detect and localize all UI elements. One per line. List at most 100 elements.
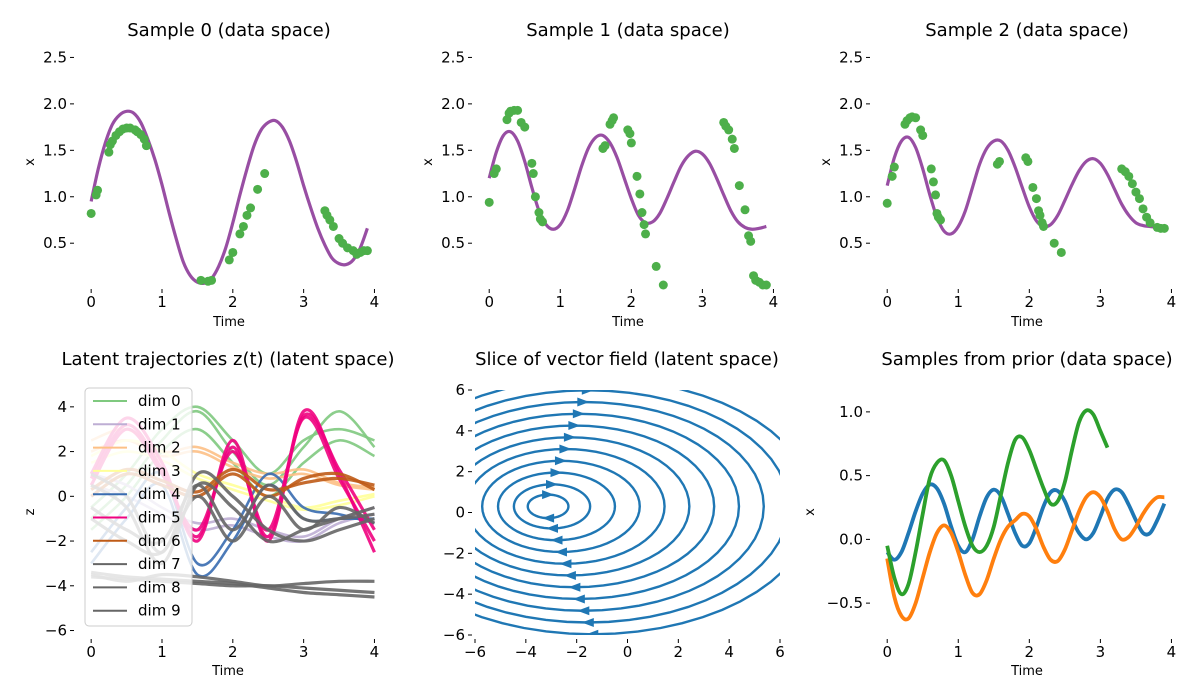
x-tick-label: 3 bbox=[299, 643, 309, 661]
y-tick-label: 2 bbox=[57, 443, 67, 461]
observation-point bbox=[600, 141, 610, 151]
legend-label: dim 6 bbox=[138, 532, 181, 550]
streamline bbox=[496, 471, 617, 542]
y-axis-label: x bbox=[803, 508, 818, 516]
x-axis-label: Time bbox=[211, 664, 244, 679]
observation-point bbox=[724, 125, 734, 135]
streamline bbox=[475, 400, 765, 612]
y-axis-label: x bbox=[819, 158, 834, 166]
streamline bbox=[480, 459, 641, 554]
streamline bbox=[526, 493, 570, 520]
y-axis-label: z bbox=[23, 508, 38, 515]
y-axis-label: x bbox=[23, 158, 38, 166]
observation-point bbox=[1138, 204, 1148, 214]
prior-sample-line bbox=[885, 408, 1110, 597]
y-tick-label: 1.5 bbox=[839, 141, 863, 159]
observation-point bbox=[761, 280, 771, 290]
legend-label: dim 9 bbox=[138, 602, 181, 620]
streamline-arrow bbox=[542, 490, 555, 500]
observation-point bbox=[651, 261, 661, 271]
observation-point bbox=[637, 208, 647, 218]
y-tick-label: 1.0 bbox=[43, 188, 67, 206]
observation-point bbox=[994, 156, 1004, 166]
observation-point bbox=[889, 162, 899, 172]
observation-point bbox=[931, 190, 941, 200]
y-tick-label: 4 bbox=[57, 398, 67, 416]
panel-latent-trajectories: Latent trajectories z(t) (latent space) … bbox=[23, 349, 394, 679]
panel-sample-0: Sample 0 (data space) Time x bbox=[23, 20, 331, 330]
observation-point bbox=[253, 184, 263, 194]
x-tick-label: 0 bbox=[882, 293, 892, 311]
x-tick-label: 4 bbox=[370, 293, 380, 311]
x-tick-label: 2 bbox=[228, 293, 238, 311]
y-tick-label: 1.0 bbox=[839, 188, 863, 206]
observation-point bbox=[527, 158, 537, 168]
y-tick-label: 2 bbox=[455, 463, 465, 481]
observation-point bbox=[86, 208, 96, 218]
y-tick-label: 6 bbox=[455, 381, 465, 399]
observation-point bbox=[936, 215, 946, 225]
y-tick-label: 0 bbox=[455, 504, 465, 522]
panel-title: Latent trajectories z(t) (latent space) bbox=[62, 349, 395, 370]
streamline-arrow bbox=[577, 397, 590, 407]
observation-point bbox=[362, 246, 372, 256]
model-trajectory-line bbox=[885, 135, 1165, 236]
y-tick-label: 2.0 bbox=[441, 95, 465, 113]
observation-point bbox=[530, 192, 540, 202]
legend-label: dim 2 bbox=[138, 439, 181, 457]
x-axis-label: Time bbox=[1010, 315, 1043, 330]
x-axis-label: Time bbox=[611, 315, 644, 330]
observation-point bbox=[328, 221, 338, 231]
x-tick-label: 0 bbox=[882, 643, 892, 661]
observation-point bbox=[228, 247, 238, 257]
observation-point bbox=[1031, 194, 1041, 204]
y-tick-label: 2.5 bbox=[839, 48, 863, 66]
observation-point bbox=[1159, 223, 1169, 233]
streamline-arrow bbox=[559, 444, 572, 454]
y-tick-label: 0.5 bbox=[839, 234, 863, 252]
streamlines bbox=[475, 390, 780, 635]
x-tick-label: 4 bbox=[724, 643, 734, 661]
streamline-arrow bbox=[542, 513, 555, 523]
x-tick-label: 2 bbox=[627, 293, 637, 311]
y-tick-label: 0 bbox=[57, 487, 67, 505]
observation-point bbox=[911, 113, 921, 123]
observation-point bbox=[491, 164, 501, 174]
x-tick-label: 4 bbox=[370, 643, 380, 661]
observation-point bbox=[104, 147, 114, 157]
y-tick-label: 1.0 bbox=[839, 403, 863, 421]
panel-title: Sample 2 (data space) bbox=[925, 20, 1129, 41]
panel-title: Samples from prior (data space) bbox=[881, 349, 1172, 370]
x-tick-label: 2 bbox=[228, 643, 238, 661]
observation-point bbox=[727, 134, 737, 144]
streamline-arrow bbox=[586, 629, 599, 635]
panel-title: Sample 0 (data space) bbox=[127, 20, 331, 41]
observation-point bbox=[632, 171, 642, 181]
plot-area: 0 1 2 3 4 −0.5 0.0 0.5 1.0 bbox=[827, 403, 1177, 661]
panel-sample-2: Sample 2 (data space) Time x bbox=[819, 20, 1129, 330]
observation-point bbox=[1134, 194, 1144, 204]
panel-vector-field: Slice of vector field (latent space) bbox=[475, 349, 779, 370]
observation-point bbox=[246, 203, 256, 213]
panel-title: Sample 1 (data space) bbox=[526, 20, 730, 41]
legend-label: dim 4 bbox=[138, 485, 181, 503]
y-tick-label: 1.0 bbox=[441, 188, 465, 206]
observation-point bbox=[641, 229, 651, 239]
observation-point bbox=[1039, 221, 1049, 231]
streamline-arrow bbox=[572, 409, 585, 419]
observation-point bbox=[1049, 238, 1059, 248]
y-tick-label: −6 bbox=[45, 622, 67, 640]
observation-point bbox=[658, 280, 668, 290]
x-tick-label: 3 bbox=[1096, 293, 1106, 311]
legend-label: dim 5 bbox=[138, 509, 181, 527]
observation-point bbox=[1127, 179, 1137, 189]
streamline bbox=[475, 424, 716, 589]
x-tick-label: 1 bbox=[953, 643, 963, 661]
y-tick-label: −2 bbox=[443, 544, 465, 562]
streamline-arrow bbox=[546, 523, 559, 533]
y-tick-label: 2.5 bbox=[441, 48, 465, 66]
x-tick-label: 2 bbox=[674, 643, 684, 661]
streamline-arrow bbox=[572, 594, 585, 604]
chart-marks: 0 1 2 3 4 0.5 1.0 1.5 2.0 2.5 0 1 2 3 4 0.5 1.0 1.5 2.0 2.5… bbox=[43, 48, 1176, 661]
y-tick-label: 0.5 bbox=[43, 234, 67, 252]
